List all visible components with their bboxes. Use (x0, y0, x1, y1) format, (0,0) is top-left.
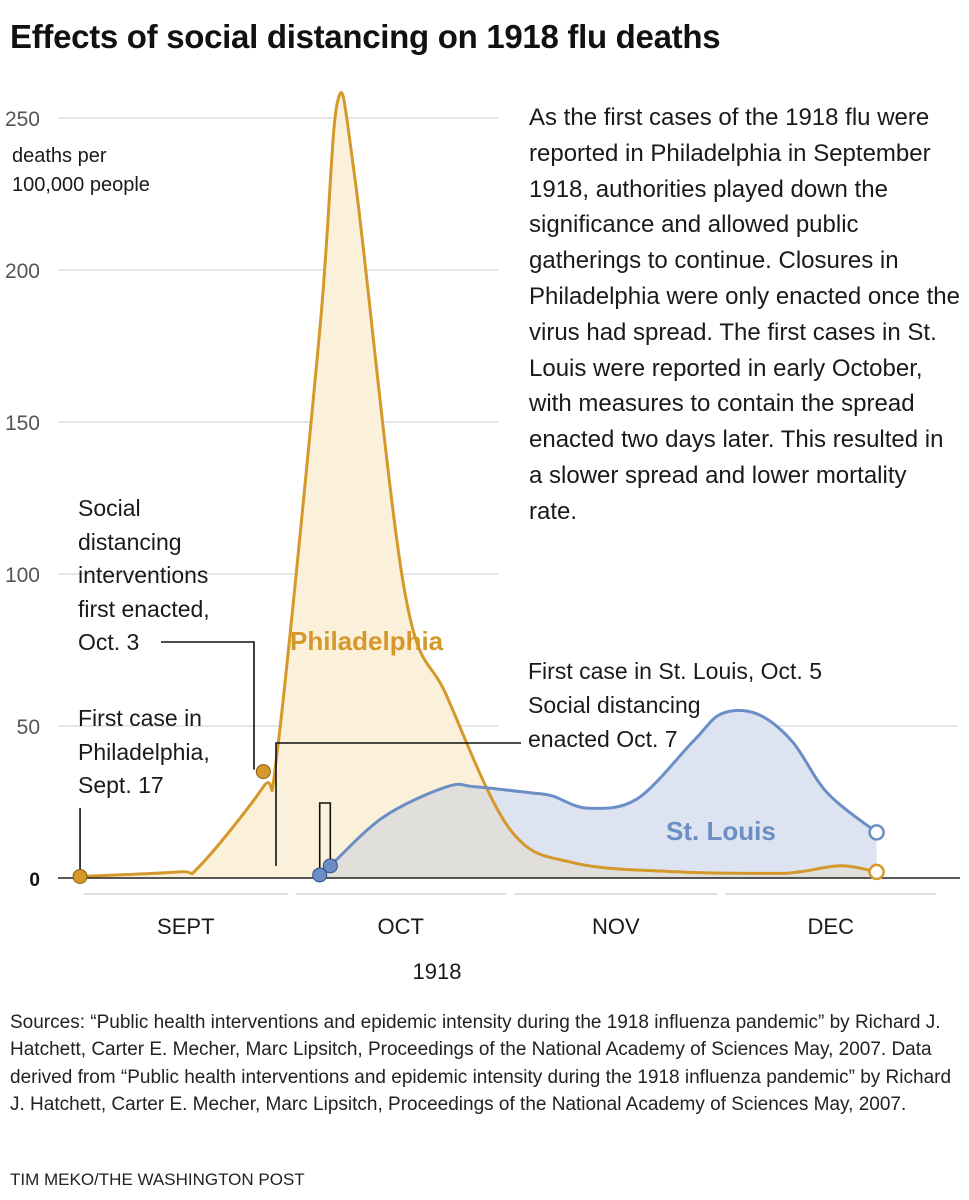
y-tick-label-150: 150 (5, 412, 40, 435)
y-tick-label-50: 50 (17, 716, 40, 739)
y-tick-label-0: 0 (29, 870, 40, 891)
y-tick-label-200: 200 (5, 260, 40, 283)
marker-distancing-philly (255, 764, 271, 780)
marker-end-philly (868, 863, 885, 881)
annotation-philly-distancing: Social distancing interventions first en… (78, 495, 210, 655)
marker-first-case-stlouis (312, 867, 328, 883)
x-tick-label-nov: NOV (592, 914, 640, 939)
x-tick-label-oct: OCT (378, 914, 424, 939)
chart: 0 50 100 150 200 250 deaths per 100,000 people S… (5, 91, 960, 984)
x-tick-label-dec: DEC (808, 914, 855, 939)
stlouis-line (318, 708, 878, 877)
credit-line: TIM MEKO/THE WASHINGTON POST (10, 1170, 305, 1189)
sources-note: Sources: “Public health interventions an… (10, 1012, 952, 1115)
y-tick-label-100: 100 (5, 564, 40, 587)
x-tick-label-sept: SEPT (157, 914, 214, 939)
annotation-stlouis-first-case: First case in St. Louis, Oct. 5 (528, 658, 822, 684)
leader-distancing-philly (161, 641, 255, 770)
area-layer (80, 92, 877, 878)
series-label-stlouis: St. Louis (666, 816, 776, 846)
chart-title: Effects of social distancing on 1918 flu… (10, 18, 721, 55)
annotation-stlouis-distancing: Social distancing enacted Oct. 7 (528, 692, 701, 752)
marker-layer (72, 764, 885, 884)
marker-distancing-stlouis (322, 858, 338, 874)
philadelphia-line (79, 91, 877, 878)
marker-first-case-philly (72, 868, 88, 884)
series-label-philadelphia: Philadelphia (290, 626, 444, 656)
leader-layer (79, 641, 521, 877)
leader-stlouis (275, 742, 521, 866)
y-tick-label-250: 250 (5, 108, 40, 131)
x-axis-label: 1918 (413, 959, 462, 984)
y-axis-label-line: 100,000 people (12, 174, 150, 196)
line-layer (79, 91, 878, 878)
leader-stlouis-bracket (318, 802, 332, 875)
y-axis-label-line: deaths per (12, 145, 107, 167)
description-text: As the first cases of the 1918 flu were … (529, 104, 960, 525)
label-layer: Philadelphia St. Louis (290, 626, 776, 846)
marker-end-stlouis (868, 824, 885, 841)
axis-layer: 0 50 100 150 200 250 deaths per 100,000 people S… (5, 108, 960, 984)
annotation-philly-first-case: First case in Philadelphia, Sept. 17 (78, 705, 210, 798)
